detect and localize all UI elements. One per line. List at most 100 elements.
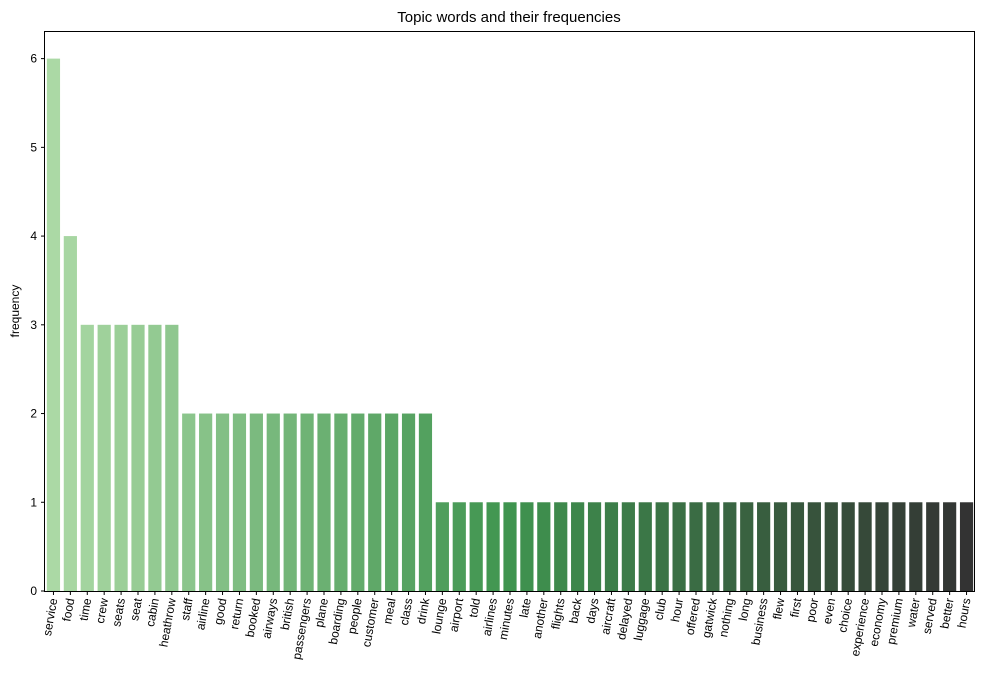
x-tick-label: hour [668, 597, 686, 623]
bar-airline [199, 413, 213, 591]
bar-served [926, 502, 940, 591]
bar-late [520, 502, 534, 591]
bar-class [401, 413, 416, 591]
bar-offered [689, 502, 703, 591]
bar-even [824, 502, 838, 591]
bar-nothing [723, 502, 737, 591]
bar-experience [858, 502, 872, 591]
bar-people [351, 413, 365, 591]
x-tick-label: airlines [480, 597, 500, 637]
x-tick-label: food [59, 597, 77, 622]
bar-aircraft [604, 502, 619, 591]
y-axis-label: frequency [8, 285, 22, 338]
x-tick-label: airline [193, 597, 212, 631]
bar-hours [959, 502, 974, 591]
bar-flights [554, 502, 568, 591]
x-tick-label: cabin [143, 597, 162, 628]
x-tick-label: served [920, 597, 940, 635]
bar-staff [182, 413, 196, 591]
bar-seats [114, 324, 128, 591]
x-tick-label: choice [835, 597, 855, 634]
x-tick-label: another [530, 597, 551, 640]
x-tick-label: plane [312, 597, 331, 629]
y-tick-label: 1 [30, 495, 37, 509]
bar-first [790, 502, 805, 591]
y-tick-label: 2 [30, 407, 37, 421]
x-tick-label: better [937, 597, 956, 630]
bar-return [232, 413, 247, 591]
bar-airlines [486, 502, 500, 591]
bars [46, 58, 974, 592]
bar-business [757, 502, 771, 591]
bar-airways [266, 413, 280, 591]
bar-another [537, 502, 551, 591]
bar-airport [452, 502, 466, 591]
x-tick-label: people [345, 597, 365, 635]
x-tick-label: british [278, 597, 297, 631]
y-axis-ticks: 0 1 2 3 4 5 6 [30, 52, 45, 598]
bar-gatwick [706, 502, 720, 591]
x-tick-label: back [566, 596, 584, 624]
bar-luggage [638, 502, 652, 591]
y-tick-label: 0 [30, 584, 37, 598]
chart-title: Topic words and their frequencies [397, 9, 620, 26]
bar-crew [97, 324, 111, 591]
bar-back [571, 502, 585, 591]
x-tick-label: drink [414, 596, 432, 625]
bar-service [46, 58, 61, 592]
bar-cabin [148, 324, 162, 591]
y-tick-label: 5 [30, 140, 37, 154]
x-tick-label: late [517, 597, 534, 619]
x-tick-label: class [397, 597, 416, 626]
bar-poor [807, 502, 821, 591]
x-tick-label: club [652, 597, 670, 621]
x-tick-label: return [227, 597, 246, 630]
x-tick-label: aircraft [598, 596, 618, 635]
bar-better [943, 502, 957, 591]
x-tick-label: water [904, 597, 923, 629]
x-tick-label: flew [770, 597, 788, 621]
bar-economy [875, 502, 889, 591]
bar-long [740, 502, 754, 591]
bar-lounge [435, 502, 449, 591]
x-tick-label: good [211, 597, 229, 626]
x-tick-label: airways [259, 597, 280, 640]
bar-water [909, 502, 923, 591]
x-tick-label: meal [380, 597, 398, 625]
bar-days [587, 502, 602, 591]
x-tick-label: lounge [429, 597, 449, 635]
x-tick-label: poor [803, 597, 821, 623]
y-tick-label: 6 [30, 52, 37, 66]
y-tick-label: 4 [30, 229, 37, 243]
x-tick-label: airport [447, 596, 467, 633]
bar-club [655, 502, 669, 591]
x-tick-label: hours [955, 597, 974, 629]
bar-passengers [300, 413, 314, 591]
x-tick-label: even [820, 597, 838, 625]
bar-customer [368, 413, 382, 591]
bar-told [469, 502, 483, 591]
y-tick-label: 3 [30, 318, 37, 332]
bar-premium [892, 502, 906, 591]
bar-hour [672, 502, 686, 591]
x-tick-label: flights [548, 597, 567, 630]
bar-heathrow [165, 324, 179, 591]
x-tick-label: service [40, 597, 60, 637]
bar-booked [249, 413, 263, 591]
x-tick-label: booked [243, 597, 264, 638]
bar-seat [131, 324, 145, 591]
bar-choice [841, 502, 855, 591]
x-tick-label: seat [127, 596, 145, 621]
bar-british [283, 413, 297, 591]
plot-frame [44, 31, 975, 592]
bar-good [215, 413, 230, 591]
x-tick-label: told [466, 597, 483, 618]
bar-boarding [334, 413, 348, 591]
bar-food [63, 236, 77, 591]
x-tick-label: days [583, 597, 601, 624]
bar-plane [317, 413, 331, 591]
x-tick-label: seats [109, 597, 128, 628]
